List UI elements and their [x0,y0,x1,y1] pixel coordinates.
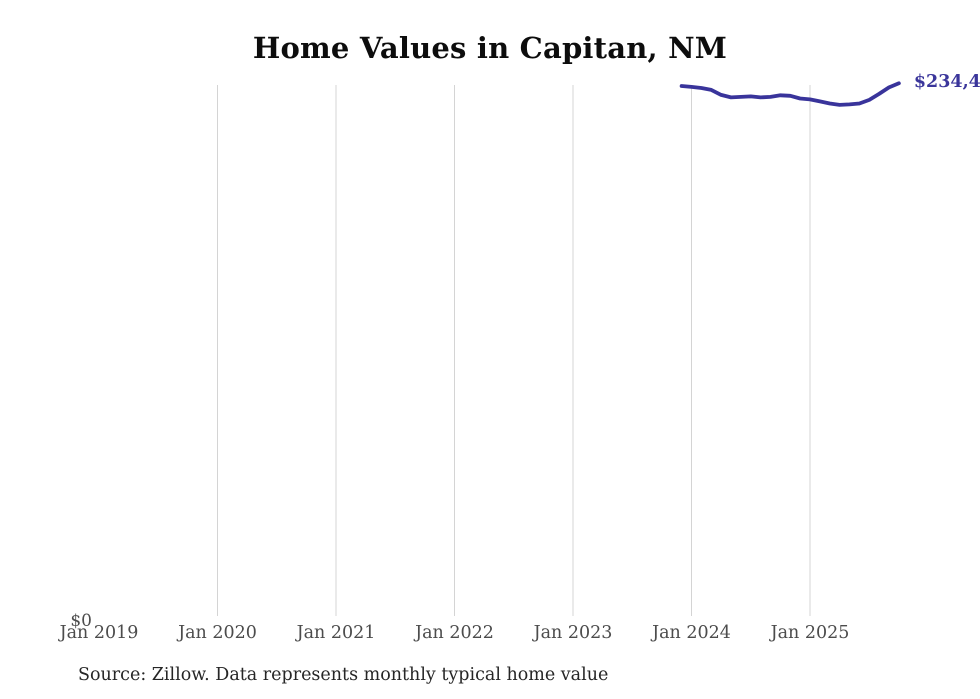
home-value-line [679,81,901,107]
x-axis-tick-label: Jan 2025 [770,623,850,643]
x-axis-tick-label: Jan 2023 [533,623,613,643]
chart-title: Home Values in Capitan, NM [252,31,728,65]
x-axis-tick-label: Jan 2024 [652,623,731,643]
x-axis-tick-label: Jan 2020 [178,623,257,643]
x-axis-tick-label: Jan 2022 [415,623,494,643]
y-axis-tick-label-zero: $0 [70,611,92,631]
x-axis-tick-label: Jan 2019 [59,623,139,643]
latest-value-label: $234,495 [913,72,980,93]
x-axis-tick-label: Jan 2021 [296,623,376,643]
source-note: Source: Zillow. Data represents monthly … [78,665,609,685]
